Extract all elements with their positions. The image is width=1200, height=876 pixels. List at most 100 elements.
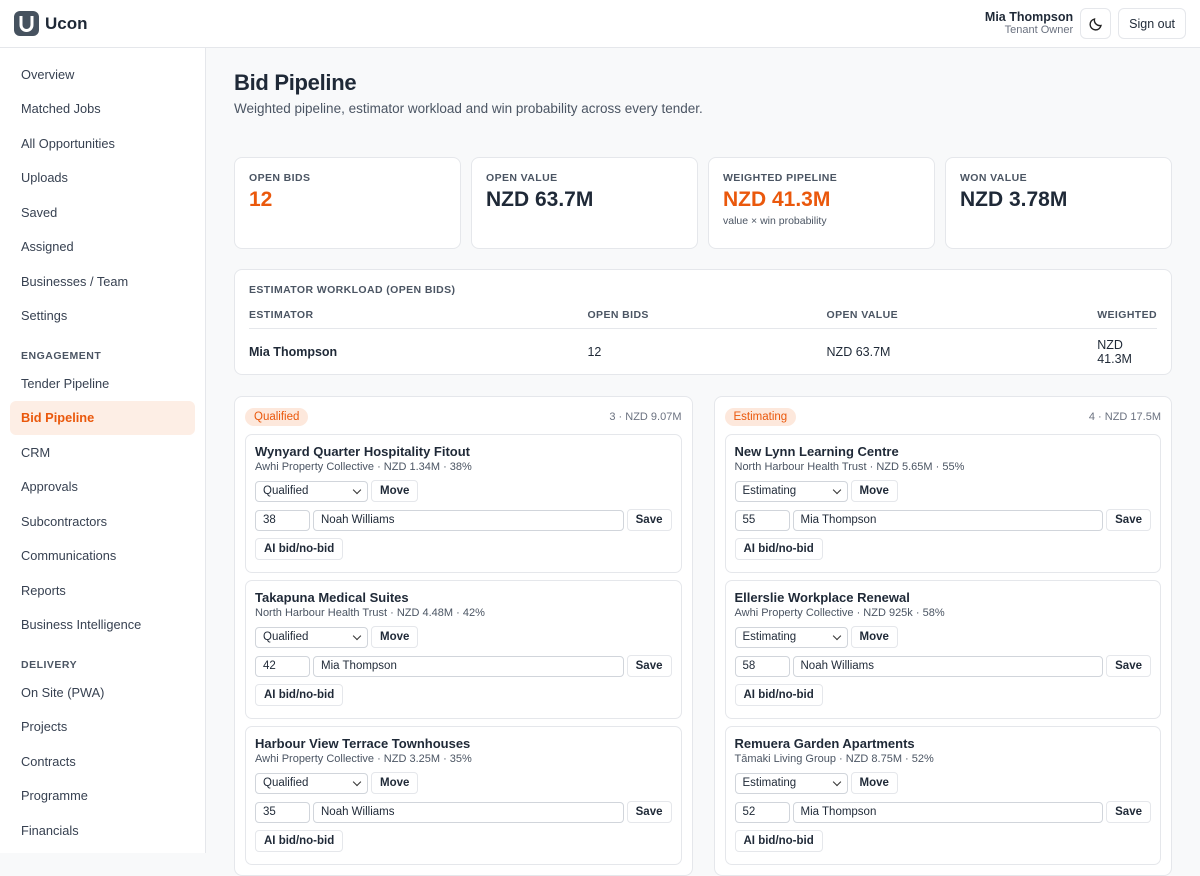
save-button[interactable]: Save [626, 655, 672, 677]
probability-input[interactable]: 58 [734, 655, 790, 677]
move-button[interactable]: Move [850, 480, 898, 502]
estimator-input[interactable]: Noah Williams [313, 509, 624, 531]
bid-card: Takapuna Medical Suites North Harbour Hea… [245, 580, 682, 719]
nav-item[interactable]: All Opportunities [21, 135, 115, 151]
bid-meta: North Harbour Health Trust · NZD 5.65M ·… [734, 461, 965, 473]
main: Bid Pipeline Weighted pipeline, estimato… [234, 48, 1172, 876]
probability-input[interactable]: 55 [734, 509, 790, 531]
user-name: Mia Thompson [984, 9, 1074, 24]
bid-card: New Lynn Learning Centre North Harbour He… [724, 434, 1161, 573]
save-button[interactable]: Save [1106, 509, 1151, 531]
kpi-label: OPEN BIDS [249, 172, 311, 184]
kpi-label: WEIGHTED PIPELINE [723, 172, 838, 184]
table-cell: 12 [587, 345, 602, 359]
move-row: Estimating Move [734, 772, 1152, 794]
nav-item[interactable]: Subcontractors [21, 513, 108, 529]
ai-button[interactable]: AI bid/no-bid [734, 830, 823, 852]
logo[interactable] [14, 11, 39, 36]
column-header: ESTIMATOR [249, 306, 588, 329]
table-body: Mia Thompson 12 NZD 63.7M NZD 41.3M [249, 329, 1157, 366]
kpi-card: OPEN VALUE NZD 63.7M [471, 157, 698, 249]
estimator-input[interactable]: Noah Williams [792, 655, 1104, 677]
estimator-input[interactable]: Mia Thompson [792, 509, 1104, 531]
save-button[interactable]: Save [626, 801, 672, 823]
nav-item[interactable]: Approvals [21, 479, 78, 495]
probability-input[interactable]: 52 [734, 801, 790, 823]
sign-out[interactable]: Sign out [1118, 8, 1186, 39]
kpi-value: 12 [249, 188, 273, 211]
nav-item[interactable]: Bid Pipeline [10, 400, 195, 435]
column-header: WEIGHTED [1097, 306, 1157, 329]
nav-item[interactable]: Saved [21, 204, 58, 220]
workload-title: ESTIMATOR WORKLOAD (OPEN BIDS) [249, 284, 456, 296]
bid-title[interactable]: Takapuna Medical Suites [255, 590, 409, 605]
nav-heading: ENGAGEMENT [21, 350, 102, 362]
move-button[interactable]: Move [850, 772, 898, 794]
nav-item[interactable]: Businesses / Team [21, 273, 129, 289]
nav-heading: DELIVERY [21, 659, 78, 671]
ai-row: AI bid/no-bid [734, 830, 1152, 852]
bid-title[interactable]: Ellerslie Workplace Renewal [734, 590, 910, 605]
column-header: OPEN VALUE [826, 306, 1098, 329]
stage-select[interactable]: Estimating [734, 772, 848, 794]
probability-input[interactable]: 35 [255, 801, 310, 823]
kpi-card: WEIGHTED PIPELINE NZD 41.3M value × win pr… [708, 157, 935, 249]
nav-item[interactable]: Tender Pipeline [21, 375, 110, 391]
estimator-input[interactable]: Noah Williams [313, 801, 624, 823]
nav-item[interactable]: Uploads [21, 170, 68, 186]
estimator-input[interactable]: Mia Thompson [313, 655, 624, 677]
estimator-input[interactable]: Mia Thompson [792, 801, 1104, 823]
stage-columns: Qualified 3 · NZD 9.07M Wynyard Quarter Ho… [234, 396, 1172, 876]
workload-panel: ESTIMATOR WORKLOAD (OPEN BIDS) ESTIMATOR… [234, 269, 1172, 375]
table-cell: Mia Thompson [249, 345, 338, 359]
save-button[interactable]: Save [1106, 801, 1151, 823]
brand[interactable]: Ucon [45, 13, 88, 33]
move-button[interactable]: Move [371, 480, 419, 502]
stage-select[interactable]: Estimating [734, 480, 848, 502]
stage-select[interactable]: Qualified [255, 772, 368, 794]
stage-select[interactable]: Estimating [734, 626, 848, 648]
save-button[interactable]: Save [1106, 655, 1151, 677]
bid-title[interactable]: Harbour View Terrace Townhouses [255, 736, 471, 751]
edit-row: 42 Mia Thompson Save [255, 655, 672, 677]
nav-item[interactable]: Overview [21, 66, 75, 82]
bid-title[interactable]: Remuera Garden Apartments [734, 736, 915, 751]
ai-button[interactable]: AI bid/no-bid [255, 684, 344, 706]
nav-item[interactable]: Contracts [21, 753, 76, 769]
bid-title[interactable]: New Lynn Learning Centre [734, 444, 899, 459]
probability-input[interactable]: 42 [255, 655, 310, 677]
nav-item[interactable]: Reports [21, 582, 66, 598]
bid-title[interactable]: Wynyard Quarter Hospitality Fitout [255, 444, 471, 459]
bid-card: Harbour View Terrace Townhouses Awhi Prop… [245, 726, 682, 865]
ai-button[interactable]: AI bid/no-bid [255, 830, 344, 852]
nav-item[interactable]: Assigned [21, 239, 74, 255]
nav-item[interactable]: Business Intelligence [21, 617, 142, 633]
nav-item[interactable]: On Site (PWA) [21, 684, 105, 700]
ai-button[interactable]: AI bid/no-bid [734, 538, 823, 560]
stage-select[interactable]: Qualified [255, 626, 368, 648]
ai-button[interactable]: AI bid/no-bid [255, 538, 344, 560]
stage-select[interactable]: Qualified [255, 480, 368, 502]
nav-item[interactable]: Projects [21, 719, 68, 735]
nav-item[interactable]: Financials [21, 822, 79, 838]
theme-toggle[interactable] [1080, 8, 1112, 39]
bid-meta: North Harbour Health Trust · NZD 4.48M ·… [255, 607, 485, 619]
column-header: OPEN BIDS [587, 306, 827, 329]
sidebar: Overview Matched Jobs All Opportunities Upl… [0, 48, 206, 853]
edit-row: 35 Noah Williams Save [255, 801, 672, 823]
move-button[interactable]: Move [371, 626, 419, 648]
nav-item[interactable]: Communications [21, 548, 117, 564]
move-button[interactable]: Move [850, 626, 898, 648]
move-row: Estimating Move [734, 480, 1152, 502]
move-button[interactable]: Move [371, 772, 419, 794]
nav-item[interactable]: Programme [21, 788, 88, 804]
ai-button[interactable]: AI bid/no-bid [734, 684, 823, 706]
probability-input[interactable]: 38 [255, 509, 310, 531]
move-row: Qualified Move [255, 772, 672, 794]
nav-item[interactable]: CRM [21, 444, 51, 460]
save-button[interactable]: Save [626, 509, 672, 531]
page: Ucon Mia Thompson Tenant Owner Sign out … [0, 0, 1200, 853]
kpi-value: NZD 63.7M [486, 188, 594, 211]
nav-item[interactable]: Settings [21, 308, 68, 324]
nav-item[interactable]: Matched Jobs [21, 101, 101, 117]
